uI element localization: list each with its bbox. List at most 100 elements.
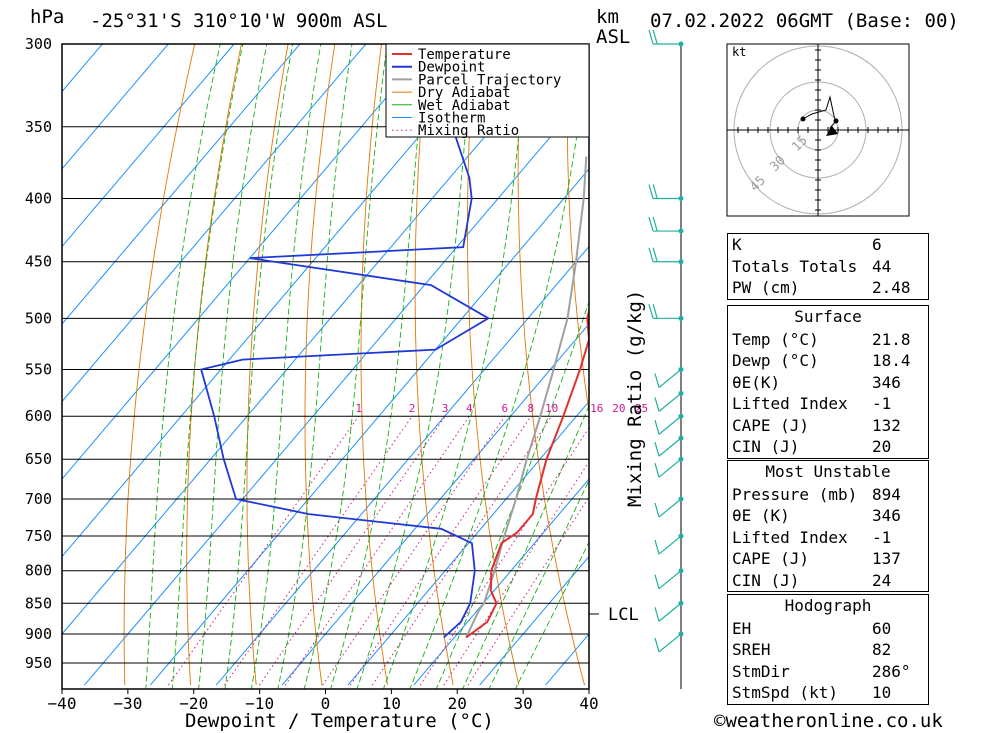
isotherm-line — [347, 400, 589, 686]
mixing-ratio-label: 2 — [409, 402, 416, 415]
x-tick-label: 30 — [513, 694, 532, 713]
hodograph-value: 10 — [872, 683, 892, 702]
x-tick-label: −30 — [113, 694, 142, 713]
index-key: K — [732, 235, 742, 254]
pressure-tick-label: 500 — [25, 309, 52, 327]
most-unstable-table: Most Unstable Pressure (mb) 894 θE (K) 346… — [727, 460, 929, 592]
dry-adiabat-line — [517, 44, 586, 686]
surface-value: 18.4 — [872, 351, 911, 370]
wind-barb-flag — [654, 637, 660, 653]
wind-barb — [654, 437, 682, 457]
wind-barb — [654, 458, 682, 478]
x-axis-title: Dewpoint / Temperature (°C) — [185, 710, 494, 732]
mixing-ratio-label: 25 — [635, 402, 648, 415]
hodograph-value: 82 — [872, 640, 892, 659]
most-unstable-row: CIN (J) 24 — [728, 570, 928, 592]
isotherm-line — [281, 323, 589, 686]
hodograph-value: 60 — [872, 618, 892, 638]
wet-adiabat-line — [250, 44, 322, 689]
wind-barb — [648, 216, 681, 232]
wind-barb — [654, 602, 682, 622]
mixing-ratio-label: 3 — [442, 402, 449, 415]
pressure-tick-label: 900 — [25, 625, 52, 643]
isotherm-line — [62, 44, 498, 558]
wind-barb-flag — [654, 420, 660, 435]
mixing-ratio-label: 4 — [466, 402, 473, 415]
hodograph-row: SREH 82 — [728, 639, 928, 661]
isobar-layer: 300 350 400 450 500 550 600 650 700 750 800 850 900 9… — [25, 35, 648, 672]
wind-barb-flag — [652, 216, 658, 232]
isotherm-line — [84, 90, 589, 686]
surface-key: θE(K) — [732, 372, 781, 392]
dry-adiabat-line — [304, 44, 336, 686]
most-unstable-key: CIN (J) — [732, 570, 800, 590]
index-key: PW (cm) — [732, 278, 800, 297]
mixing-ratio-label: 10 — [545, 402, 558, 415]
hodograph-unit: kt — [732, 45, 747, 59]
wet-adiabat-line — [224, 44, 294, 689]
wind-barb-flag — [652, 184, 658, 199]
km-label: km — [596, 6, 619, 28]
mixing-ratio-label: 20 — [612, 402, 625, 415]
most-unstable-row: CAPE (J) 137 — [728, 548, 928, 570]
mixing-ratio-line — [349, 415, 532, 686]
pressure-tick-label: 400 — [25, 189, 52, 207]
wind-barb-flag — [654, 539, 660, 555]
surface-row: Temp (°C) 21.8 — [728, 329, 928, 351]
surface-key: Temp (°C) — [732, 329, 819, 349]
wind-barb-flag — [654, 397, 660, 412]
wet-adiabat-line — [330, 44, 428, 689]
pressure-tick-label: 950 — [25, 654, 52, 672]
dry-adiabat-line — [246, 44, 289, 686]
wet-adiabat-line — [382, 44, 528, 689]
legend-entry: Dry Adiabat — [418, 85, 511, 101]
legend-entry: Mixing Ratio — [418, 123, 519, 139]
index-value: 6 — [872, 235, 882, 254]
surface-table: Surface Temp (°C) 21.8 Dewp (°C) 18.4 θE(K… — [727, 305, 929, 459]
surface-row: Dewp (°C) 18.4 — [728, 350, 928, 372]
parcel-trajectory-line — [465, 156, 588, 638]
hodograph-key: StmDir — [732, 661, 790, 681]
mixing-ratio-line — [259, 415, 446, 686]
most-unstable-value: 894 — [872, 484, 901, 504]
surface-row: CIN (J) 20 — [728, 436, 928, 458]
hodograph-row: StmSpd (kt) 10 — [728, 682, 928, 704]
index-value: 44 — [872, 256, 892, 276]
wind-barb — [648, 247, 681, 263]
most-unstable-key: θE (K) — [732, 506, 790, 525]
dry-adiabat-line — [123, 44, 196, 686]
isotherm-line — [62, 44, 301, 325]
x-tick-label: 40 — [579, 694, 598, 713]
hodograph-key: StmSpd (kt) — [732, 683, 838, 702]
mixing-ratio-label: 1 — [355, 402, 362, 415]
wind-barb-flag — [654, 441, 660, 457]
lcl-label: LCL — [608, 605, 639, 625]
wind-profile — [648, 29, 684, 689]
surface-row: Lifted Index -1 — [728, 393, 928, 415]
sounding-series — [200, 44, 589, 639]
isotherm-line — [215, 245, 589, 686]
wet-adiabat-line — [435, 300, 589, 689]
legend-entry: Temperature — [418, 47, 511, 63]
wind-barb-flag — [648, 247, 654, 262]
copyright-link[interactable]: ©weatheronline.co.uk — [714, 710, 943, 732]
wind-barb — [654, 369, 682, 388]
wet-adiabat-line — [198, 44, 268, 689]
x-tick-label: −10 — [245, 694, 274, 713]
surface-value: 132 — [872, 415, 901, 435]
legend-entry: Parcel Trajectory — [418, 72, 561, 88]
surface-key: Dewp (°C) — [732, 351, 819, 370]
x-tick-label: 0 — [321, 694, 331, 713]
dry-adiabat-line — [566, 44, 589, 416]
wind-barb-flag — [652, 247, 658, 262]
most-unstable-key: Lifted Index — [732, 527, 848, 547]
pressure-tick-label: 700 — [25, 490, 52, 508]
dry-adiabat-line — [360, 44, 388, 686]
wind-barb-flag — [654, 607, 660, 622]
most-unstable-key: CAPE (J) — [732, 549, 810, 568]
most-unstable-value: 137 — [872, 549, 901, 568]
hodograph-row: EH 60 — [728, 618, 928, 640]
wind-barb-flag — [648, 184, 654, 199]
